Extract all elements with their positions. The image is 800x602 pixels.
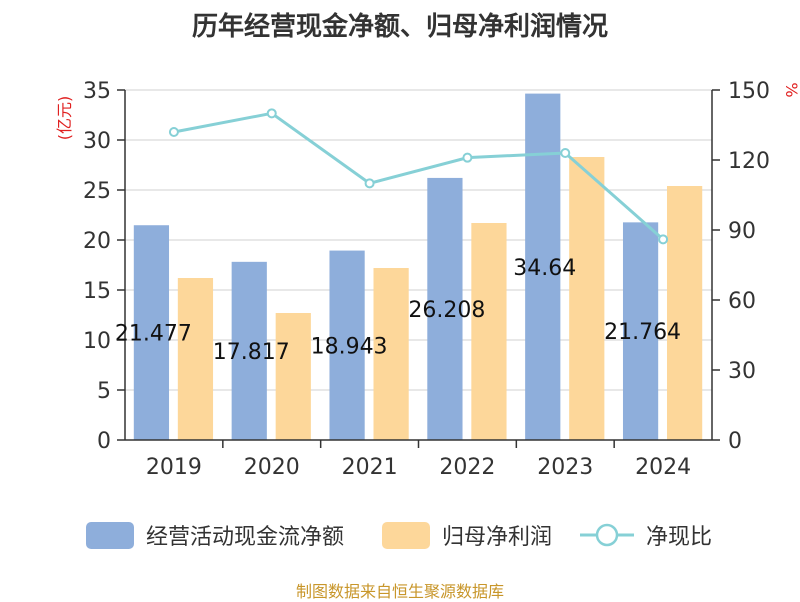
y-left-tick-label: 10 [83,329,111,354]
legend-swatch-cash-flow [86,521,134,549]
x-tick-label: 2020 [244,455,300,480]
bar-net-profit [666,186,703,440]
bar-value-label: 17.817 [213,340,290,365]
legend: 经营活动现金流净额 归母净利润 净现比 [0,518,800,552]
bar-value-label: 21.764 [604,320,681,345]
y-left-tick-label: 20 [83,229,111,254]
x-tick-label: 2019 [146,455,202,480]
bar-value-label: 26.208 [408,298,485,323]
ratio-point [462,152,473,163]
ratio-point [266,108,277,119]
y-right-tick-label: 150 [728,79,770,104]
axes: 0 5 10 15 20 25 30 35 0 30 60 90 120 150 (亿元)% 2019 2020… [55,79,800,480]
bar-cash-flow [133,225,170,440]
bar-cash-flow [622,222,659,440]
x-tick-label: 2023 [537,455,593,480]
y-right-tick-label: 120 [728,149,770,174]
bar-cash-flow [329,250,365,440]
x-tick-label: 2021 [342,455,398,480]
y-left-tick-label: 5 [97,379,111,404]
y-left-tick-label: 35 [83,79,111,104]
gridlines [125,89,712,391]
y-left-tick-label: 25 [83,179,111,204]
legend-label-net-profit: 归母净利润 [442,525,553,550]
legend-item-net-profit[interactable]: 归母净利润 [382,518,552,552]
legend-label-cash-flow: 经营活动现金流净额 [146,525,345,550]
bar-net-profit [471,223,507,440]
ratio-line-layer [168,108,669,245]
y-right-tick-label: 30 [728,359,756,384]
legend-swatch-net-profit [382,521,430,549]
bar-net-profit [569,157,605,440]
y-right-unit-label: % [782,82,800,97]
bar-value-label: 18.943 [311,334,388,359]
bar-value-label: 21.477 [115,322,192,347]
bar-cash-flow [427,177,463,441]
x-tick-label: 2024 [635,455,691,480]
bar-net-profit [373,268,409,440]
y-left-tick-label: 0 [97,429,111,454]
bars [133,93,703,441]
data-source-note: 制图数据来自恒生聚源数据库 [295,582,504,601]
ratio-point [168,127,179,137]
chart-area: 0 5 10 15 20 25 30 35 0 30 60 90 120 150 (亿元)% 2019 2020… [55,79,800,480]
y-left-tick-label: 30 [83,129,111,154]
ratio-point [658,234,669,245]
y-right-tick-label: 90 [728,219,756,244]
bar-net-profit [275,313,311,440]
ratio-point [364,178,375,189]
legend-line-marker-icon [580,523,634,547]
y-left-unit-label: (亿元) [55,96,74,141]
ratio-line [173,111,665,241]
bar-value-label: 34.64 [513,256,576,281]
bar-cash-flow [231,261,267,440]
legend-label-ratio: 净现比 [646,525,713,550]
legend-item-cash-flow[interactable]: 经营活动现金流净额 [86,518,344,552]
y-right-tick-label: 0 [728,429,742,454]
chart-title: 历年经营现金净额、归母净利润情况 [191,12,608,42]
bar-cash-flow [525,93,561,440]
y-right-tick-label: 60 [728,289,756,314]
ratio-point [560,148,571,158]
x-tick-label: 2022 [439,455,495,480]
legend-item-ratio[interactable]: 净现比 [580,518,712,552]
bar-value-labels: 21.477 17.817 18.943 26.208 34.64 21.764 [115,256,681,365]
bar-net-profit [177,278,214,440]
y-left-tick-label: 15 [83,279,111,304]
